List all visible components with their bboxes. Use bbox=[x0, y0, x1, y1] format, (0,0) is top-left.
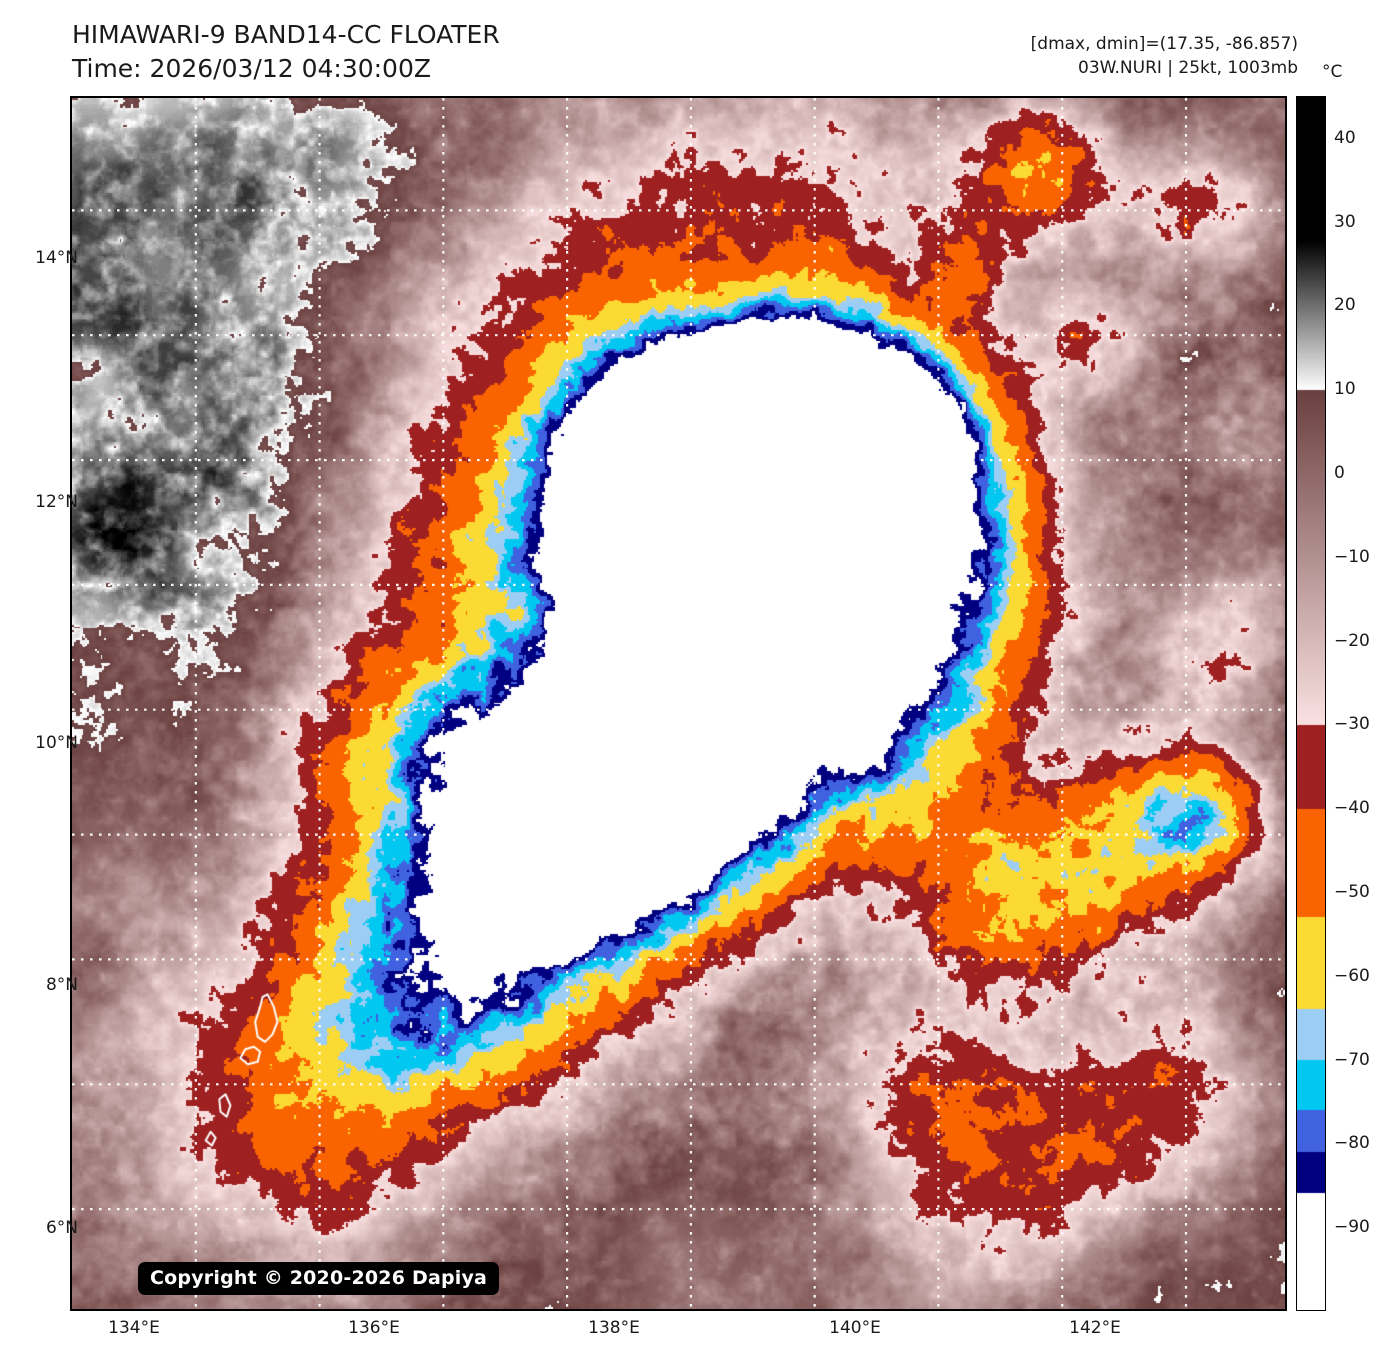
x-axis-tick-1: 136°E bbox=[348, 1318, 400, 1338]
y-axis-tick-2: 10°N bbox=[35, 733, 78, 753]
colorbar-tick-13: −90 bbox=[1334, 1217, 1370, 1238]
colorbar-tick-6: −20 bbox=[1334, 630, 1370, 651]
satellite-image-plot: Copyright © 2020-2026 Dapiya bbox=[70, 96, 1287, 1311]
x-axis-tick-0: 134°E bbox=[108, 1318, 160, 1338]
x-axis-tick-2: 138°E bbox=[588, 1318, 640, 1338]
colorbar-unit-label: °C bbox=[1322, 62, 1343, 82]
colorbar-tick-3: 10 bbox=[1334, 379, 1356, 400]
graticule-grid bbox=[72, 98, 1285, 1309]
colorbar-tick-1: 30 bbox=[1334, 211, 1356, 232]
colorbar-tick-5: −10 bbox=[1334, 546, 1370, 567]
colorbar bbox=[1296, 96, 1326, 1311]
x-axis-tick-4: 142°E bbox=[1069, 1318, 1121, 1338]
y-axis-tick-4: 6°N bbox=[45, 1218, 78, 1238]
title-block: HIMAWARI-9 BAND14-CC FLOATER Time: 2026/… bbox=[72, 18, 500, 86]
satellite-ir-canvas bbox=[72, 98, 1285, 1309]
colorbar-tick-9: −50 bbox=[1334, 882, 1370, 903]
colorbar-gradient bbox=[1297, 97, 1325, 1310]
colorbar-tick-12: −80 bbox=[1334, 1133, 1370, 1154]
y-axis-tick-1: 12°N bbox=[35, 492, 78, 512]
y-axis-tick-0: 14°N bbox=[35, 248, 78, 268]
colorbar-tick-7: −30 bbox=[1334, 714, 1370, 735]
x-axis-tick-3: 140°E bbox=[829, 1318, 881, 1338]
storm-info-label: 03W.NURI | 25kt, 1003mb bbox=[1078, 58, 1298, 78]
colorbar-tick-11: −70 bbox=[1334, 1049, 1370, 1070]
timestamp-label: Time: 2026/03/12 04:30:00Z bbox=[72, 54, 431, 83]
colorbar-tick-8: −40 bbox=[1334, 798, 1370, 819]
copyright-badge: Copyright © 2020-2026 Dapiya bbox=[138, 1262, 500, 1295]
page-title: HIMAWARI-9 BAND14-CC FLOATER bbox=[72, 20, 500, 49]
dminmax-label: [dmax, dmin]=(17.35, -86.857) bbox=[1030, 34, 1298, 54]
y-axis-tick-3: 8°N bbox=[45, 975, 78, 995]
colorbar-tick-4: 0 bbox=[1334, 463, 1345, 484]
colorbar-tick-10: −60 bbox=[1334, 965, 1370, 986]
colorbar-tick-0: 40 bbox=[1334, 127, 1356, 148]
colorbar-tick-2: 20 bbox=[1334, 295, 1356, 316]
metadata-block: [dmax, dmin]=(17.35, -86.857) 03W.NURI |… bbox=[1031, 32, 1298, 80]
